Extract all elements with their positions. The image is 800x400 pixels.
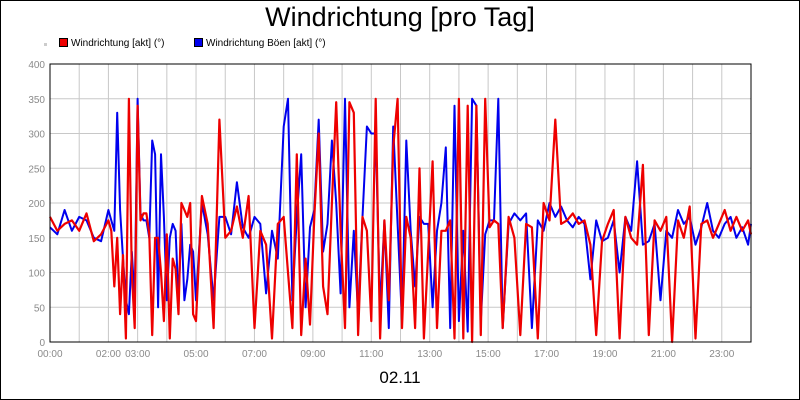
series-line-gust-direction-boen — [49, 97, 752, 333]
x-tick-label: 11:00 — [359, 349, 384, 360]
legend-label-gust-direction-boen: Windrichtung Böen [akt] (°) — [206, 38, 326, 49]
x-tick-label: 09:00 — [300, 349, 325, 360]
plot-border — [49, 63, 752, 343]
x-tick-label: 00:00 — [37, 349, 62, 360]
legend-swatch-blue — [194, 38, 203, 47]
x-tick-label: 23:00 — [709, 349, 734, 360]
x-tick-label: 05:00 — [184, 349, 209, 360]
legend-item-gust-direction-boen: Windrichtung Böen [akt] (°) — [194, 38, 326, 49]
legend-swatch-red — [59, 38, 68, 47]
x-tick-label: 19:00 — [592, 349, 617, 360]
y-tick-label: 400 — [28, 60, 45, 71]
legend-label-gust-direction: Windrichtung [akt] (°) — [71, 38, 165, 49]
y-tick-label: 100 — [28, 269, 45, 280]
series-line-wind-direction — [49, 97, 753, 344]
y-tick-label: 250 — [28, 164, 45, 175]
x-axis-label: 02.11 — [379, 368, 421, 387]
x-tick-label: 03:00 — [125, 349, 150, 360]
x-tick-label: 15:00 — [476, 349, 501, 360]
x-tick-label: 07:00 — [242, 349, 267, 360]
chart-title: Windrichtung [pro Tag] — [265, 2, 535, 32]
y-tick-label: 300 — [28, 130, 45, 141]
x-tick-label: 02:00 — [96, 349, 121, 360]
x-tick-label: 13:00 — [417, 349, 442, 360]
y-tick-label: 0 — [39, 338, 45, 349]
x-tick-label: 17:00 — [534, 349, 559, 360]
y-tick-label: 200 — [28, 199, 45, 210]
y-tick-label: 350 — [28, 95, 45, 106]
y-tick-label: 150 — [28, 234, 45, 245]
legend-marker-icon — [44, 43, 47, 46]
y-tick-label: 50 — [34, 303, 46, 314]
legend-item-gust-direction: Windrichtung [akt] (°) — [59, 38, 164, 49]
x-tick-label: 21:00 — [651, 349, 676, 360]
